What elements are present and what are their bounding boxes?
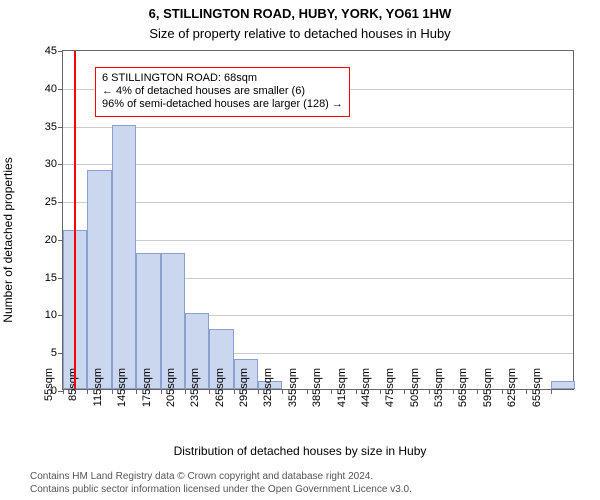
y-tick-label: 5 [51,347,63,359]
x-tick-mark [551,389,552,394]
x-tick-label: 595sqm [482,368,494,418]
x-tick-label: 295sqm [238,368,250,418]
annotation-box: 6 STILLINGTON ROAD: 68sqm ← 4% of detach… [95,67,350,117]
x-tick-label: 55sqm [43,368,55,418]
x-tick-mark [502,389,503,394]
x-tick-mark [404,389,405,394]
marker-line [74,51,76,389]
x-tick-label: 115sqm [92,368,104,418]
x-tick-label: 265sqm [214,368,226,418]
annotation-line-1: 6 STILLINGTON ROAD: 68sqm [102,72,343,85]
x-tick-mark [185,389,186,394]
histogram-bar [87,170,111,389]
x-tick-label: 205sqm [165,368,177,418]
x-tick-label: 625sqm [506,368,518,418]
y-tick-label: 30 [45,158,63,170]
x-tick-mark [161,389,162,394]
x-tick-label: 355sqm [287,368,299,418]
histogram-bar [551,381,575,389]
x-tick-mark [258,389,259,394]
x-tick-label: 145sqm [116,368,128,418]
x-tick-mark [112,389,113,394]
x-tick-mark [453,389,454,394]
attribution-line-1: Contains HM Land Registry data © Crown c… [30,471,412,484]
gridline [63,240,573,241]
y-tick-label: 15 [45,272,63,284]
y-tick-label: 20 [45,234,63,246]
x-tick-label: 505sqm [409,368,421,418]
chart-title: 6, STILLINGTON ROAD, HUBY, YORK, YO61 1H… [0,6,600,21]
x-tick-label: 385sqm [311,368,323,418]
annotation-line-3: 96% of semi-detached houses are larger (… [102,98,343,111]
y-tick-label: 35 [45,121,63,133]
x-tick-label: 235sqm [189,368,201,418]
x-tick-mark [526,389,527,394]
x-tick-mark [234,389,235,394]
x-tick-mark [356,389,357,394]
x-tick-label: 655sqm [531,368,543,418]
annotation-line-2: ← 4% of detached houses are smaller (6) [102,85,343,98]
histogram-bar [112,125,136,389]
x-tick-mark [331,389,332,394]
x-tick-mark [136,389,137,394]
chart-container: 6, STILLINGTON ROAD, HUBY, YORK, YO61 1H… [0,0,600,500]
gridline [63,127,573,128]
x-tick-mark [477,389,478,394]
gridline [63,164,573,165]
x-tick-label: 325sqm [262,368,274,418]
y-tick-label: 40 [45,83,63,95]
y-tick-label: 25 [45,196,63,208]
x-tick-label: 415sqm [336,368,348,418]
x-tick-label: 445sqm [360,368,372,418]
y-tick-label: 45 [45,45,63,57]
x-tick-mark [282,389,283,394]
x-axis-label: Distribution of detached houses by size … [0,444,600,458]
x-tick-mark [429,389,430,394]
x-tick-mark [209,389,210,394]
x-tick-label: 475sqm [384,368,396,418]
x-tick-mark [63,389,64,394]
x-tick-label: 175sqm [141,368,153,418]
y-tick-label: 10 [45,309,63,321]
x-tick-mark [87,389,88,394]
gridline [63,202,573,203]
chart-subtitle: Size of property relative to detached ho… [0,26,600,41]
x-tick-mark [307,389,308,394]
attribution-line-2: Contains public sector information licen… [30,484,412,497]
x-tick-label: 565sqm [457,368,469,418]
x-tick-mark [380,389,381,394]
attribution: Contains HM Land Registry data © Crown c… [30,471,412,496]
plot-area: 05101520253035404555sqm85sqm115sqm145sqm… [62,50,574,390]
x-tick-label: 535sqm [433,368,445,418]
y-axis-label: Number of detached properties [1,157,15,322]
